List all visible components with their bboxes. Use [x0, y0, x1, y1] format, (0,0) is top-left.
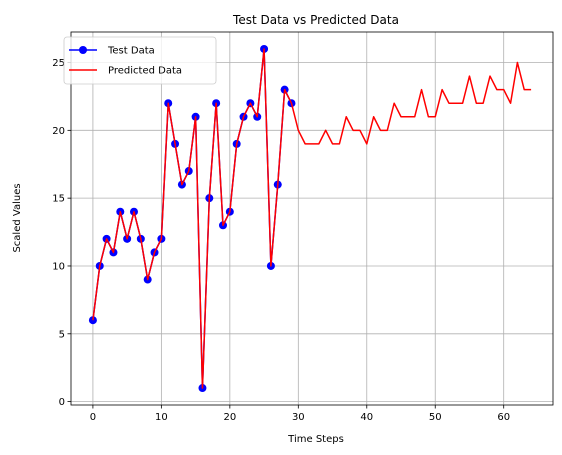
series-line [92, 48, 532, 389]
legend-box [63, 36, 217, 85]
y-tick-label: 0 [59, 397, 65, 408]
y-tick-label: 5 [59, 329, 65, 340]
chart-title: Test Data vs Predicted Data [232, 13, 399, 27]
x-tick-label: 30 [292, 412, 305, 423]
series-predicted-data [92, 48, 532, 389]
x-tick-label: 50 [429, 412, 442, 423]
legend-marker [79, 46, 87, 54]
x-tick-label: 60 [497, 412, 510, 423]
axis-ticks: 0 10 20 30 40 50 60 0 5 10 15 20 25 [52, 58, 510, 423]
y-tick-label: 25 [52, 58, 65, 69]
y-tick-label: 20 [52, 126, 65, 137]
y-tick-label: 10 [52, 261, 65, 272]
x-tick-label: 0 [90, 412, 96, 423]
legend-label: Test Data [107, 46, 155, 57]
x-tick-label: 10 [155, 412, 168, 423]
x-tick-label: 40 [360, 412, 373, 423]
legend: Test Data Predicted Data [63, 36, 217, 85]
y-axis-label: Scaled Values [12, 183, 23, 252]
plot-frame [70, 31, 554, 406]
x-tick-label: 20 [223, 412, 236, 423]
legend-label: Predicted Data [108, 66, 182, 77]
x-axis-label: Time Steps [287, 434, 344, 445]
y-tick-label: 15 [52, 194, 65, 205]
grid [71, 32, 553, 405]
plot-series [88, 44, 532, 393]
